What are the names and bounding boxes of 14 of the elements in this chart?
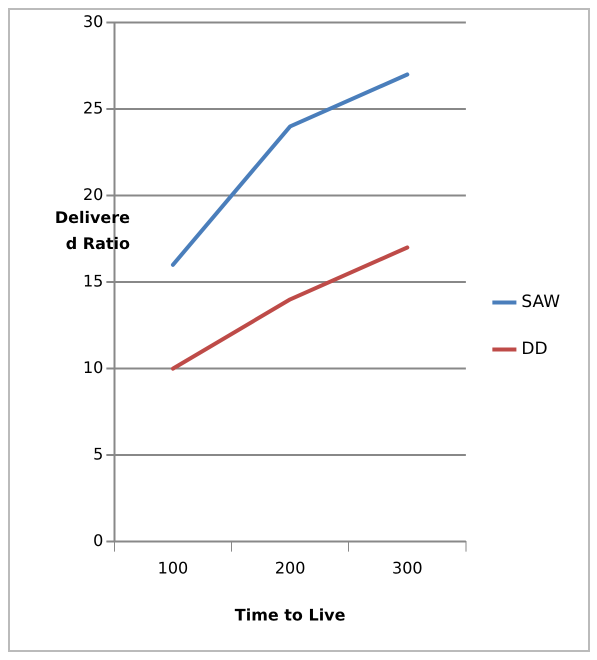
x-axis-title: Time to Live (234, 606, 346, 625)
y-tick-label: 30 (83, 12, 104, 31)
y-tick-label: 25 (83, 98, 104, 118)
x-tick-label: 300 (392, 558, 423, 578)
y-axis-title: Delivere d Ratio (54, 207, 130, 255)
y-tick-label: 15 (83, 271, 104, 290)
y-tick-label: 10 (83, 358, 104, 377)
y-tick-label: 20 (83, 184, 104, 204)
y-tick-label: 5 (93, 444, 104, 464)
x-tick-label: 100 (158, 558, 188, 578)
legend-label: DD (521, 338, 548, 359)
x-tick-label: 200 (274, 558, 306, 578)
y-tick-label: 0 (93, 530, 104, 550)
legend-label: SAW (521, 292, 560, 312)
